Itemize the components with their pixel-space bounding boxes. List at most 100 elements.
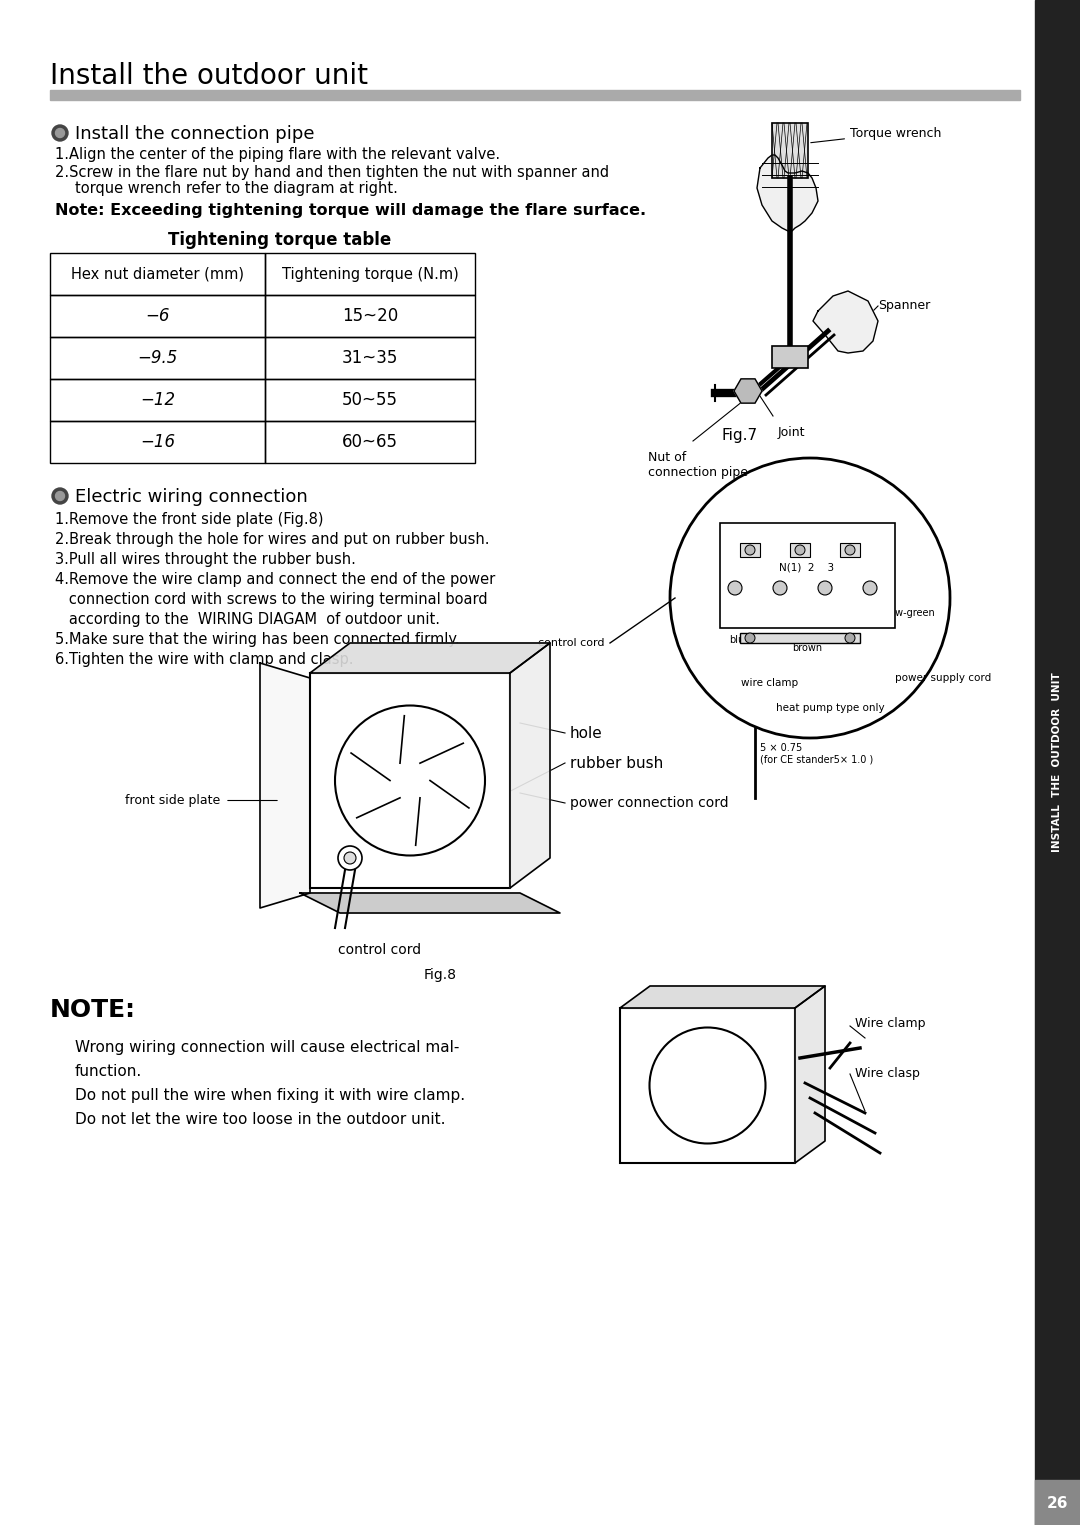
Polygon shape [813,291,878,352]
Text: 5.Make sure that the wiring has been connected firmly.: 5.Make sure that the wiring has been con… [55,631,460,647]
Text: blue: blue [729,634,750,645]
Text: Wrong wiring connection will cause electrical mal-: Wrong wiring connection will cause elect… [75,1040,459,1055]
Text: function.: function. [75,1064,143,1080]
Bar [50,294,265,337]
Bar [265,294,475,337]
Text: −16: −16 [140,433,175,451]
Text: INSTALL  THE  OUTDOOR  UNIT: INSTALL THE OUTDOOR UNIT [1053,673,1063,852]
Text: 4.Remove the wire clamp and connect the end of the power: 4.Remove the wire clamp and connect the … [55,572,496,587]
Bar [1035,0,1080,1525]
Text: Wire clamp: Wire clamp [855,1017,926,1029]
Text: Hex nut diameter (mm): Hex nut diameter (mm) [71,267,244,282]
Bar [740,543,760,557]
Text: Joint: Joint [778,425,806,439]
Text: torque wrench refer to the diagram at right.: torque wrench refer to the diagram at ri… [75,181,397,197]
Bar [50,253,265,294]
Text: Wire clasp: Wire clasp [855,1066,920,1080]
Bar [740,633,860,644]
Bar [620,1008,795,1164]
Text: heat pump type only: heat pump type only [775,703,885,714]
Text: −6: −6 [145,307,170,325]
Circle shape [795,544,805,555]
Text: Tightening torque (N.m): Tightening torque (N.m) [282,267,458,282]
Text: connection cord with screws to the wiring terminal board: connection cord with screws to the wirin… [55,592,488,607]
Ellipse shape [55,128,65,137]
Text: 1.Align the center of the piping flare with the relevant valve.: 1.Align the center of the piping flare w… [55,146,500,162]
Text: Fig.7: Fig.7 [721,429,758,442]
Text: according to the  WIRING DIAGAM  of outdoor unit.: according to the WIRING DIAGAM of outdoo… [55,612,440,627]
Circle shape [728,581,742,595]
Text: Tightening torque table: Tightening torque table [168,230,392,249]
Circle shape [745,544,755,555]
Ellipse shape [55,491,65,500]
Text: NOTE:: NOTE: [50,997,136,1022]
Circle shape [818,581,832,595]
Circle shape [345,852,356,865]
Text: 50~55: 50~55 [342,390,399,409]
Circle shape [745,633,755,644]
Text: brown: brown [792,644,822,653]
Polygon shape [757,156,818,230]
Text: 5 × 0.75
(for CE stander5× 1.0 ): 5 × 0.75 (for CE stander5× 1.0 ) [760,743,874,764]
Ellipse shape [52,125,68,140]
Bar [720,523,895,628]
Text: 31~35: 31~35 [341,349,399,368]
Circle shape [773,581,787,595]
Bar [265,421,475,464]
Text: Spanner: Spanner [878,299,930,313]
Circle shape [863,581,877,595]
Bar [50,380,265,421]
Ellipse shape [52,488,68,503]
Text: Install the outdoor unit: Install the outdoor unit [50,63,368,90]
Polygon shape [300,894,561,913]
Text: control cord: control cord [338,942,421,958]
Text: Nut of
connection pipe: Nut of connection pipe [648,451,748,479]
Bar [265,337,475,380]
Bar [50,90,1020,101]
Circle shape [845,633,855,644]
Text: 3.Pull all wires throught the rubber bush.: 3.Pull all wires throught the rubber bus… [55,552,356,567]
Text: hole: hole [570,726,603,741]
Text: 26: 26 [1047,1496,1068,1510]
Polygon shape [795,987,825,1164]
Text: 15~20: 15~20 [342,307,399,325]
Text: 60~65: 60~65 [342,433,399,451]
Text: rubber bush: rubber bush [570,755,663,770]
Text: yellow-green: yellow-green [873,608,935,618]
Text: Fig.8: Fig.8 [423,968,457,982]
Text: 2.Screw in the flare nut by hand and then tighten the nut with spanner and: 2.Screw in the flare nut by hand and the… [55,165,609,180]
Bar [772,124,808,178]
Circle shape [845,544,855,555]
Text: Do not pull the wire when fixing it with wire clamp.: Do not pull the wire when fixing it with… [75,1087,465,1103]
Bar [50,421,265,464]
Polygon shape [510,644,550,888]
Text: power supply cord: power supply cord [895,673,991,683]
Text: Note: Exceeding tightening torque will damage the flare surface.: Note: Exceeding tightening torque will d… [55,203,646,218]
Text: Torque wrench: Torque wrench [811,127,942,143]
Text: −12: −12 [140,390,175,409]
Bar [265,253,475,294]
Text: Do not let the wire too loose in the outdoor unit.: Do not let the wire too loose in the out… [75,1112,446,1127]
Bar [310,673,510,888]
Text: Electric wiring connection: Electric wiring connection [75,488,308,506]
Text: control cord: control cord [539,637,605,648]
Text: red: red [833,618,849,628]
Text: power connection cord: power connection cord [570,796,729,810]
Text: front side plate: front side plate [125,795,220,807]
Text: 2.Break through the hole for wires and put on rubber bush.: 2.Break through the hole for wires and p… [55,532,489,547]
Circle shape [338,846,362,869]
Bar [840,543,860,557]
Polygon shape [310,644,550,673]
Bar [50,337,265,380]
Bar [789,543,810,557]
Text: 6.Tighten the wire with clamp and clasp.: 6.Tighten the wire with clamp and clasp. [55,653,353,666]
Bar [1035,1479,1080,1525]
Text: wire clamp: wire clamp [742,679,798,688]
Text: 1.Remove the front side plate (Fig.8): 1.Remove the front side plate (Fig.8) [55,512,324,528]
Bar [265,380,475,421]
Text: −9.5: −9.5 [137,349,178,368]
Polygon shape [260,663,310,907]
Text: N(1)  2    3: N(1) 2 3 [780,563,835,573]
Bar [772,346,808,368]
Text: Install the connection pipe: Install the connection pipe [75,125,314,143]
